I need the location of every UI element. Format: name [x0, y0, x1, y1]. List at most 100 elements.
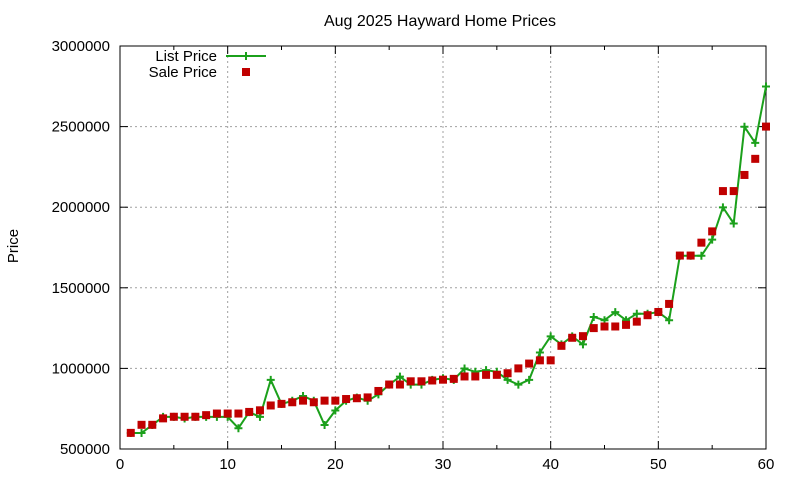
sale-price-point [503, 369, 512, 378]
list-price-point [460, 364, 469, 373]
sale-price-point [277, 399, 286, 408]
sale-price-point [514, 364, 523, 373]
sale-price-point [309, 398, 318, 407]
sale-price-point [568, 333, 577, 342]
list-price-point [578, 340, 587, 349]
sale-price-point [299, 396, 308, 405]
sale-price-point [234, 409, 243, 418]
chart-title: Aug 2025 Hayward Home Prices [324, 13, 556, 30]
list-price-point [137, 429, 146, 438]
sale-price-point [342, 395, 351, 404]
sale-price-point [320, 396, 329, 405]
list-price-point [740, 122, 749, 131]
sale-price-point [255, 406, 264, 415]
x-tick-label: 0 [116, 456, 124, 473]
list-price-point [514, 380, 523, 389]
sale-price-point [331, 396, 340, 405]
sale-price-point [212, 409, 221, 418]
series-group [126, 82, 770, 438]
legend-marker-list-price [242, 52, 250, 60]
sale-price-point [428, 376, 437, 385]
sale-price-point [406, 377, 415, 386]
sale-price-point [535, 356, 544, 365]
list-price-point [331, 406, 340, 415]
sale-price-point [471, 372, 480, 381]
sale-price-point [665, 299, 674, 308]
sale-price-point [202, 411, 211, 420]
list-price-point [751, 138, 760, 147]
y-tick-label: 3000000 [52, 38, 110, 55]
sale-price-point [675, 251, 684, 260]
sale-price-point [126, 428, 135, 437]
sale-price-point [245, 407, 254, 416]
sale-price-point [600, 322, 609, 331]
list-price-point [697, 251, 706, 260]
sale-price-point [762, 122, 770, 131]
x-tick-label: 50 [650, 456, 667, 473]
sale-price-point [589, 324, 598, 333]
y-tick-label: 2000000 [52, 199, 110, 216]
sale-price-point [740, 170, 749, 179]
sale-price-point [180, 412, 189, 421]
sale-price-point [385, 380, 394, 389]
y-tick-label: 1000000 [52, 360, 110, 377]
sale-price-point [137, 420, 146, 429]
sale-price-point [352, 394, 361, 403]
sale-price-point [611, 322, 620, 331]
y-tick-label: 1500000 [52, 280, 110, 297]
sale-price-point [148, 420, 157, 429]
x-tick-label: 40 [542, 456, 559, 473]
list-price-point [535, 348, 544, 357]
sale-price-point [654, 307, 663, 316]
sale-price-point [643, 311, 652, 320]
sale-price-point [159, 414, 168, 423]
grid [120, 46, 766, 449]
list-price-point [395, 372, 404, 381]
sale-price-point [417, 377, 426, 386]
axes: 500000 1000000 1500000 2000000 2500000 300000… [52, 38, 775, 473]
list-price-point [632, 309, 641, 318]
sale-price-point [751, 154, 760, 163]
legend-label-sale-price: Sale Price [149, 64, 217, 81]
list-price-point [589, 312, 598, 321]
sale-price-point [697, 238, 706, 247]
list-price-point [611, 308, 620, 317]
sale-price-point [578, 332, 587, 341]
sale-price-point [395, 380, 404, 389]
list-price-point [266, 375, 275, 384]
sale-price-point [525, 359, 534, 368]
y-axis-label: Price [5, 229, 22, 263]
sale-price-point [266, 401, 275, 410]
list-price-point [320, 420, 329, 429]
sale-price-point [374, 386, 383, 395]
legend: List Price Sale Price [149, 48, 266, 81]
sale-price-point [546, 356, 555, 365]
sale-price-point [622, 320, 631, 329]
sale-price-point [449, 374, 458, 383]
list-price-point [525, 375, 534, 384]
y-tick-label: 500000 [60, 441, 110, 458]
list-price-point [718, 203, 727, 212]
y-tick-label: 2500000 [52, 119, 110, 136]
sale-price-point [632, 317, 641, 326]
sale-price-point [482, 370, 491, 379]
list-price-point [729, 219, 738, 228]
sale-price-point [169, 412, 178, 421]
x-tick-label: 20 [327, 456, 344, 473]
sale-price-point [363, 393, 372, 402]
list-price-line [130, 86, 767, 435]
sale-price-point [492, 370, 501, 379]
list-price-point [665, 316, 674, 325]
list-price-point [546, 332, 555, 341]
sale-price-point [729, 187, 738, 196]
list-price-point [234, 424, 243, 433]
sale-price-point [223, 409, 232, 418]
x-tick-label: 30 [435, 456, 452, 473]
legend-marker-sale-price [242, 68, 250, 76]
list-price-point [762, 82, 770, 91]
sale-price-point [708, 227, 717, 236]
sale-price-point [439, 375, 447, 384]
sale-price-point [557, 341, 566, 350]
